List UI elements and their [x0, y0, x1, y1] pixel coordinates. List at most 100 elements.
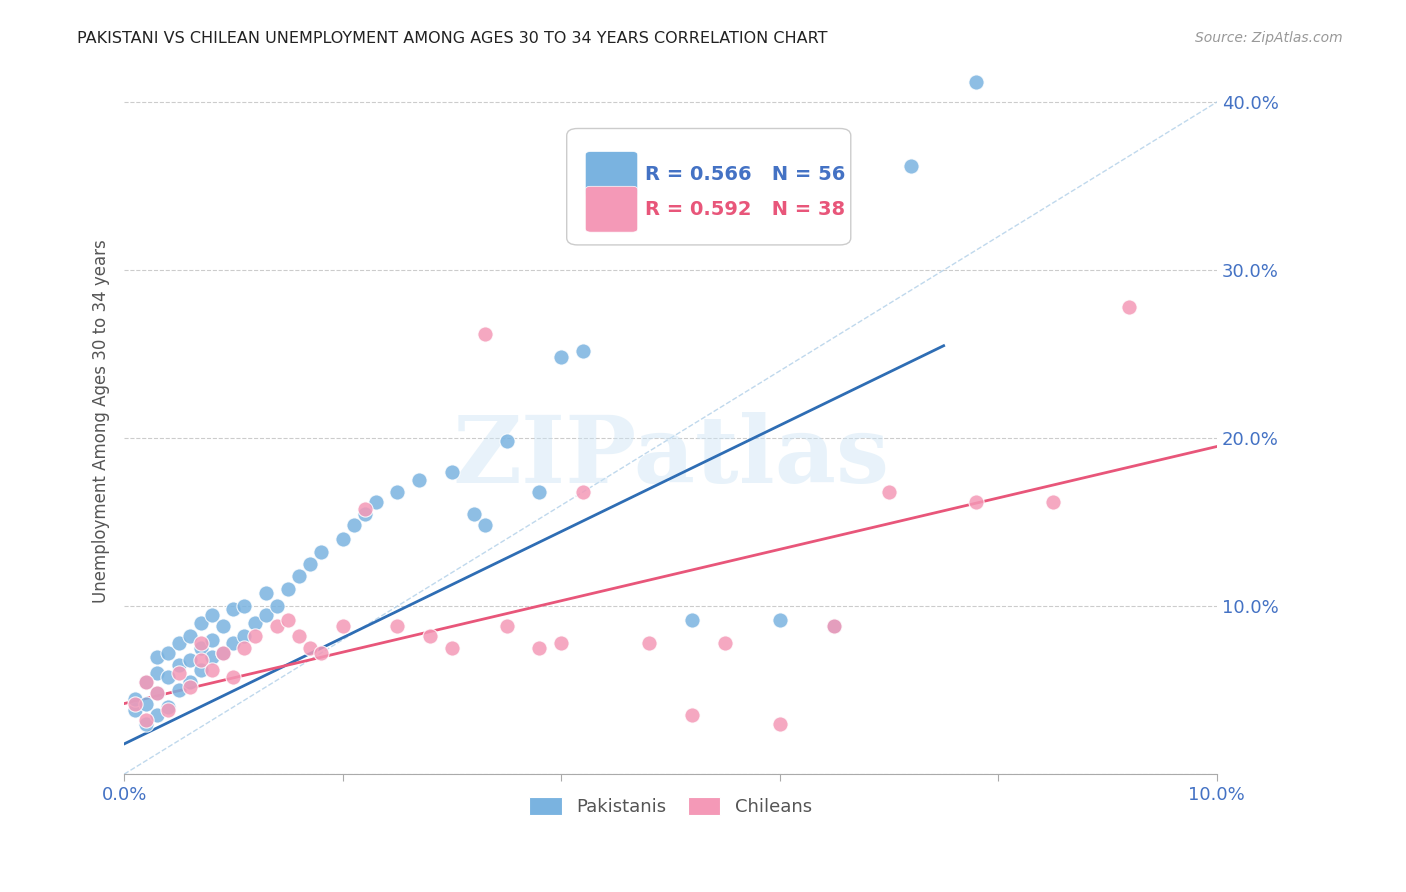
Point — [714, 636, 737, 650]
Point — [343, 518, 366, 533]
Point — [179, 680, 201, 694]
Point — [965, 75, 987, 89]
Point — [474, 518, 496, 533]
Point — [233, 629, 256, 643]
Text: ZIPatlas: ZIPatlas — [451, 411, 889, 501]
Point — [254, 585, 277, 599]
Point — [495, 434, 517, 449]
Point — [353, 501, 375, 516]
Point — [190, 615, 212, 630]
Point — [156, 700, 179, 714]
Point — [146, 686, 169, 700]
Legend: Pakistanis, Chileans: Pakistanis, Chileans — [520, 788, 821, 825]
Point — [211, 619, 233, 633]
Point — [529, 484, 551, 499]
Point — [277, 613, 299, 627]
Point — [332, 619, 354, 633]
Point — [309, 646, 332, 660]
Point — [190, 641, 212, 656]
Point — [877, 484, 900, 499]
Point — [211, 646, 233, 660]
Point — [190, 653, 212, 667]
Point — [495, 619, 517, 633]
Point — [135, 716, 157, 731]
Point — [572, 343, 595, 358]
Point — [146, 666, 169, 681]
Point — [419, 629, 441, 643]
Point — [823, 619, 845, 633]
Point — [124, 697, 146, 711]
Point — [309, 545, 332, 559]
Point — [124, 703, 146, 717]
Point — [167, 657, 190, 672]
Point — [201, 663, 224, 677]
Point — [211, 646, 233, 660]
Point — [353, 507, 375, 521]
Point — [233, 641, 256, 656]
Point — [1118, 300, 1140, 314]
Point — [769, 613, 792, 627]
Point — [146, 686, 169, 700]
Point — [135, 714, 157, 728]
Point — [167, 666, 190, 681]
Point — [179, 674, 201, 689]
FancyBboxPatch shape — [585, 186, 638, 232]
Point — [288, 569, 311, 583]
Point — [298, 557, 321, 571]
Point — [288, 629, 311, 643]
Point — [201, 649, 224, 664]
Point — [167, 683, 190, 698]
Point — [965, 495, 987, 509]
Point — [135, 697, 157, 711]
Point — [572, 484, 595, 499]
Point — [1042, 495, 1064, 509]
Point — [298, 641, 321, 656]
Point — [146, 649, 169, 664]
Point — [179, 653, 201, 667]
Point — [463, 507, 485, 521]
Point — [440, 465, 463, 479]
Point — [550, 636, 572, 650]
Point — [156, 670, 179, 684]
Text: R = 0.566   N = 56: R = 0.566 N = 56 — [645, 165, 846, 184]
Text: Source: ZipAtlas.com: Source: ZipAtlas.com — [1195, 31, 1343, 45]
Point — [156, 703, 179, 717]
Point — [474, 326, 496, 341]
Point — [245, 615, 267, 630]
Point — [266, 599, 288, 614]
Point — [201, 632, 224, 647]
Point — [167, 636, 190, 650]
Point — [135, 674, 157, 689]
Point — [179, 629, 201, 643]
Point — [201, 607, 224, 622]
Point — [146, 708, 169, 723]
Point — [769, 716, 792, 731]
Point — [529, 641, 551, 656]
Point — [332, 532, 354, 546]
Point — [135, 674, 157, 689]
Point — [190, 636, 212, 650]
Text: PAKISTANI VS CHILEAN UNEMPLOYMENT AMONG AGES 30 TO 34 YEARS CORRELATION CHART: PAKISTANI VS CHILEAN UNEMPLOYMENT AMONG … — [77, 31, 828, 46]
Point — [190, 663, 212, 677]
Point — [681, 708, 703, 723]
Text: R = 0.592   N = 38: R = 0.592 N = 38 — [645, 200, 845, 219]
Point — [266, 619, 288, 633]
FancyBboxPatch shape — [585, 152, 638, 197]
Point — [823, 619, 845, 633]
Point — [681, 613, 703, 627]
Point — [233, 599, 256, 614]
Point — [222, 602, 245, 616]
FancyBboxPatch shape — [567, 128, 851, 245]
Point — [900, 159, 922, 173]
Point — [222, 670, 245, 684]
Point — [156, 646, 179, 660]
Point — [364, 495, 387, 509]
Point — [245, 629, 267, 643]
Point — [222, 636, 245, 650]
Point — [408, 473, 430, 487]
Point — [277, 582, 299, 597]
Point — [254, 607, 277, 622]
Point — [550, 351, 572, 365]
Y-axis label: Unemployment Among Ages 30 to 34 years: Unemployment Among Ages 30 to 34 years — [93, 239, 110, 603]
Point — [440, 641, 463, 656]
